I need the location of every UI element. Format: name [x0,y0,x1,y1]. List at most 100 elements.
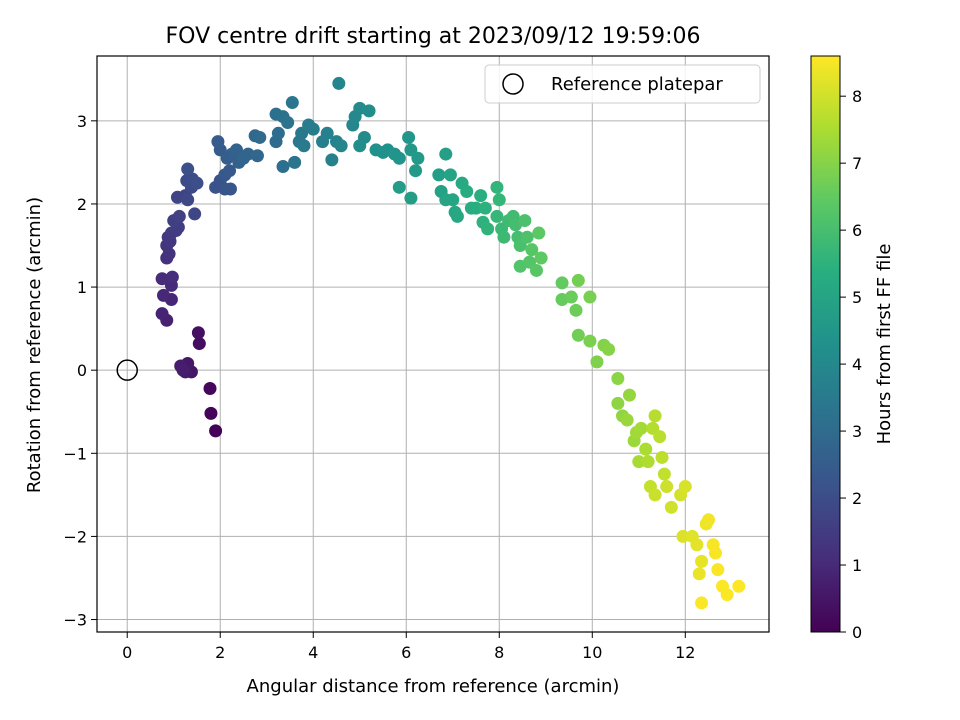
y-tick-label: −3 [63,611,87,630]
data-point [520,230,534,244]
data-point [569,303,583,317]
data-point [611,396,625,410]
data-point [655,450,669,464]
data-point [720,588,734,602]
data-point [641,455,655,469]
x-tick-label: 0 [122,643,132,662]
data-point [657,467,671,481]
data-point [250,149,264,163]
data-point [181,193,195,207]
legend: Reference platepar [484,64,761,104]
data-point [518,214,532,228]
data-point [583,290,597,304]
colorbar-gradient [810,55,841,633]
x-tick-label: 6 [401,643,411,662]
data-point [534,251,548,265]
colorbar-tick-label: 3 [852,422,862,441]
data-point [732,579,746,593]
colorbar-tick-label: 4 [852,355,862,374]
data-point [181,162,195,176]
data-point [276,160,290,174]
data-point [172,209,186,223]
x-axis-label: Angular distance from reference (arcmin) [247,676,620,697]
data-point [450,209,464,223]
data-point [236,151,250,165]
data-point [639,442,653,456]
data-point [209,424,223,438]
data-point [469,201,483,215]
data-point [204,406,218,420]
data-point [648,488,662,502]
legend-marker [502,73,524,95]
data-point [392,180,406,194]
data-point [176,363,190,377]
data-point [709,546,723,560]
colorbar-tick-label: 2 [852,489,862,508]
data-point [532,226,546,240]
data-point [155,307,169,321]
data-point [634,421,648,435]
chart-title: FOV centre drift starting at 2023/09/12 … [166,24,701,49]
data-point [481,222,495,236]
colorbar-tick-label: 5 [852,288,862,307]
data-point [474,189,488,203]
data-point [192,337,206,351]
data-point [602,342,616,356]
data-point [191,326,205,340]
colorbar: 0 1 2 3 4 5 6 7 8 Hours from first FF file [810,55,895,642]
data-point [190,176,204,190]
data-point [223,164,237,178]
data-point [478,201,492,215]
data-point [404,191,418,205]
colorbar-tick-label: 1 [852,556,862,575]
y-tick-label: 0 [77,361,87,380]
data-point [702,513,716,527]
data-point [281,115,295,129]
legend-label: Reference platepar [551,74,723,95]
data-point [253,130,267,144]
data-point [653,430,667,444]
data-point [443,168,457,182]
data-point [271,126,285,140]
data-point [432,168,446,182]
data-point [188,207,202,221]
legend-box [484,64,761,104]
reference-marker [116,359,138,381]
data-point [155,272,169,286]
data-point [490,209,504,223]
data-point [525,243,539,257]
colorbar-tick-label: 6 [852,221,862,240]
x-tick-label: 10 [582,643,602,662]
data-point [409,164,423,178]
data-point [285,96,299,110]
y-tick-label: 3 [77,112,87,131]
data-point [297,139,311,153]
data-point [157,288,171,302]
data-point [620,413,634,427]
data-point [676,529,690,543]
data-point [611,371,625,385]
x-tick-label: 2 [215,643,225,662]
y-axis-label: Rotation from reference (arcmin) [24,197,45,493]
plot-frame [96,55,770,633]
data-point [695,596,709,610]
data-point [690,538,704,552]
data-point [439,147,453,161]
data-point [571,328,585,342]
data-point [497,230,511,244]
data-point [648,409,662,423]
data-point [460,184,474,198]
data-point [446,193,460,207]
data-point [583,334,597,348]
data-point [622,388,636,402]
data-point [664,500,678,514]
x-tick-label: 8 [494,643,504,662]
data-point [332,76,346,90]
data-points [155,76,746,610]
data-point [590,355,604,369]
colorbar-tick-label: 7 [852,154,862,173]
data-point [555,276,569,290]
data-point [392,151,406,165]
data-point [571,273,585,287]
